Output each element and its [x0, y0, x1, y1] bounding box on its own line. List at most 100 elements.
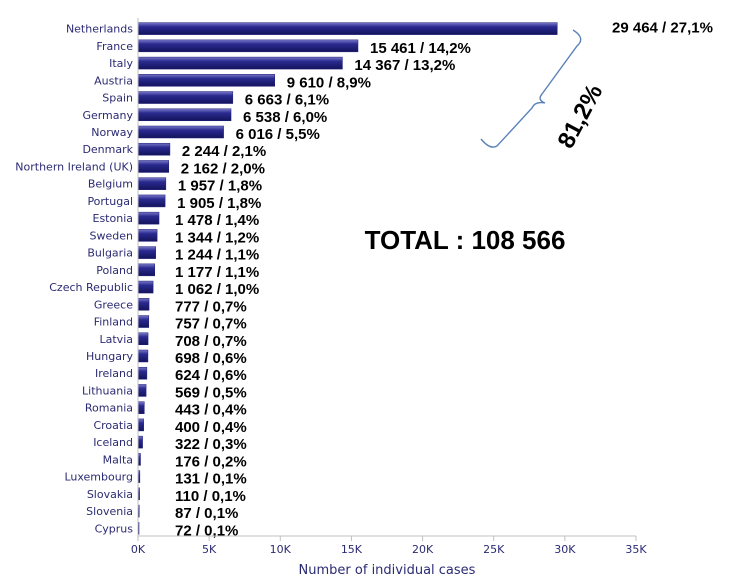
bar-ireland	[137, 366, 148, 380]
category-labels: Netherlands France Italy Austria Spain German…	[15, 23, 133, 536]
bar-finland	[137, 315, 150, 328]
category-label: Iceland	[93, 436, 133, 449]
category-label: Italy	[109, 57, 133, 70]
data-label: 777 / 0,7%	[175, 298, 247, 315]
category-label: Czech Republic	[49, 281, 133, 294]
category-label: Northern Ireland (UK)	[15, 160, 133, 173]
bar-denmark	[137, 142, 171, 156]
data-label: 1 244 / 1,1%	[175, 247, 259, 264]
data-label: 176 / 0,2%	[175, 453, 247, 470]
bar-iceland	[137, 435, 143, 449]
category-label: Finland	[94, 316, 133, 329]
x-tick-label: 15K	[341, 543, 363, 556]
category-label: Ireland	[95, 367, 133, 380]
data-label: 29 464 / 27,1%	[612, 20, 713, 37]
data-label: 15 461 / 14,2%	[370, 40, 471, 57]
data-label: 698 / 0,6%	[175, 350, 247, 367]
bar-france	[137, 39, 359, 53]
bar-portugal	[137, 194, 166, 208]
data-label: 569 / 0,5%	[175, 384, 247, 401]
data-label: 72 / 0,1%	[175, 522, 238, 539]
bar-poland	[137, 263, 155, 277]
data-label: 87 / 0,1%	[175, 505, 238, 522]
bar-austria	[137, 74, 275, 87]
data-label: 110 / 0,1%	[175, 488, 246, 505]
category-label: Norway	[91, 126, 133, 139]
bar-greece	[137, 298, 150, 311]
bar-latvia	[137, 332, 149, 345]
category-label: Greece	[94, 298, 133, 311]
bar-sweden	[137, 229, 158, 242]
category-label: Germany	[82, 109, 133, 122]
x-tick-label: 20K	[412, 543, 434, 556]
data-label: 2 244 / 2,1%	[182, 143, 266, 160]
bar-romania	[137, 401, 145, 414]
data-label: 400 / 0,4%	[175, 419, 247, 436]
bar-czech-republic	[137, 280, 154, 294]
category-label: Sweden	[90, 229, 133, 242]
bar-estonia	[137, 211, 160, 225]
bar-netherlands	[137, 22, 558, 35]
category-label: Estonia	[93, 212, 134, 225]
category-label: Luxembourg	[64, 471, 133, 484]
data-label: 2 162 / 2,0%	[181, 160, 265, 177]
bar-lithuania	[137, 384, 147, 397]
bar-hungary	[137, 349, 149, 363]
category-label: Malta	[103, 453, 133, 466]
bar-croatia	[137, 418, 144, 432]
bar-belgium	[137, 177, 167, 190]
bracket-percent-annotation: 81,2%	[552, 80, 608, 153]
data-labels: 29 464 / 27,1% 15 461 / 14,2%14 367 / 13,…	[175, 20, 713, 540]
category-label: Belgium	[88, 178, 133, 191]
category-label: Croatia	[93, 419, 133, 432]
data-label: 1 478 / 1,4%	[175, 212, 259, 229]
bar-bulgaria	[137, 246, 156, 259]
total-annotation: TOTAL : 108 566	[365, 225, 566, 255]
data-label: 757 / 0,7%	[175, 316, 247, 333]
category-label: Spain	[102, 92, 133, 105]
data-label: 6 016 / 5,5%	[236, 126, 320, 143]
data-label: 131 / 0,1%	[175, 471, 247, 488]
x-axis: 0K 5K 10K 15K 20K 25K 30K 35K	[131, 18, 647, 556]
data-label: 1 905 / 1,8%	[177, 195, 261, 212]
category-label: Romania	[85, 402, 133, 415]
category-label: Netherlands	[66, 23, 133, 36]
category-label: Poland	[96, 264, 133, 277]
bar-italy	[137, 56, 343, 70]
data-label: 322 / 0,3%	[175, 436, 247, 453]
bar-northern-ireland-uk	[137, 160, 170, 173]
data-label: 9 610 / 8,9%	[287, 74, 371, 91]
data-label: 6 663 / 6,1%	[245, 92, 329, 109]
category-label: Hungary	[86, 350, 133, 363]
x-tick-label: 25K	[483, 543, 505, 556]
category-label: Portugal	[87, 195, 133, 208]
category-label: Bulgaria	[87, 247, 133, 260]
bar-spain	[137, 91, 234, 104]
x-tick-label: 0K	[131, 543, 146, 556]
data-label: 1 177 / 1,1%	[175, 264, 259, 281]
data-label: 708 / 0,7%	[175, 333, 247, 350]
data-label: 1 062 / 1,0%	[175, 281, 259, 298]
category-label: Denmark	[82, 143, 133, 156]
category-label: Slovenia	[86, 505, 133, 518]
category-label: Lithuania	[82, 384, 133, 397]
category-label: Austria	[94, 74, 133, 87]
data-label: 6 538 / 6,0%	[243, 109, 327, 126]
bar-norway	[137, 125, 224, 139]
x-axis-title: Number of individual cases	[299, 563, 476, 578]
x-tick-label: 5K	[202, 543, 217, 556]
data-label: 443 / 0,4%	[175, 402, 247, 419]
x-tick-label: 35K	[625, 543, 647, 556]
x-tick-label: 10K	[270, 543, 292, 556]
category-label: Latvia	[100, 333, 134, 346]
bar-germany	[137, 108, 232, 122]
data-label: 1 957 / 1,8%	[178, 178, 262, 195]
x-tick-label: 30K	[554, 543, 576, 556]
category-label: France	[96, 40, 133, 53]
data-label: 1 344 / 1,2%	[175, 229, 259, 246]
data-label: 624 / 0,6%	[175, 367, 247, 384]
category-label: Cyprus	[95, 522, 134, 535]
data-label: 14 367 / 13,2%	[354, 57, 455, 74]
category-label: Slovakia	[87, 488, 133, 501]
